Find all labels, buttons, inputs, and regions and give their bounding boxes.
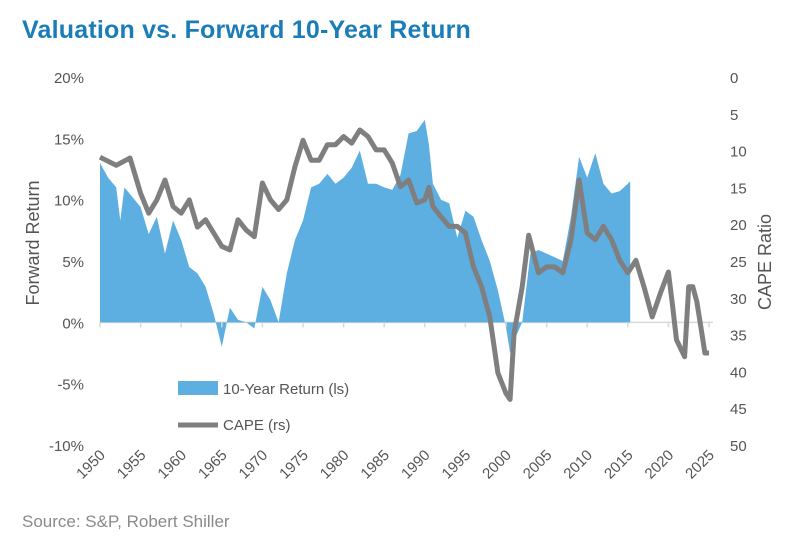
right-tick-label: 10: [730, 144, 747, 161]
right-tick-label: 30: [730, 291, 747, 308]
right-tick-label: 0: [730, 70, 738, 87]
legend-swatch-return: [178, 381, 218, 395]
left-tick-label: 0%: [62, 315, 84, 332]
x-tick-label: 1990: [398, 447, 434, 483]
x-tick-label: 1975: [276, 447, 312, 483]
cape-line: [98, 127, 709, 402]
right-tick-label: 50: [730, 438, 747, 455]
right-tick-label: 35: [730, 328, 747, 345]
x-tick-label: 2025: [682, 447, 718, 483]
left-tick-label: -5%: [57, 377, 84, 394]
x-tick-label: 2015: [601, 447, 637, 483]
left-tick-label: 10%: [54, 193, 84, 210]
right-tick-label: 20: [730, 217, 747, 234]
right-tick-label: 45: [730, 401, 747, 418]
right-axis-label: CAPE Ratio: [755, 214, 775, 310]
chart-title: Valuation vs. Forward 10-Year Return: [22, 16, 472, 44]
x-tick-label: 1970: [236, 447, 272, 483]
x-tick-label: 1985: [357, 447, 393, 483]
left-axis-label: Forward Return: [23, 180, 43, 305]
left-tick-label: 15%: [54, 131, 84, 148]
right-tick-label: 40: [730, 364, 747, 381]
right-tick-label: 25: [730, 254, 747, 271]
left-tick-label: 20%: [54, 70, 84, 87]
x-tick-label: 2000: [479, 447, 515, 483]
legend-label-return: 10-Year Return (ls): [223, 381, 349, 398]
x-tick-label: 1960: [154, 447, 190, 483]
right-tick-label: 5: [730, 107, 738, 124]
legend-label-cape: CAPE (rs): [223, 417, 291, 434]
x-tick-label: 1965: [195, 447, 231, 483]
x-tick-label: 2005: [520, 447, 556, 483]
return-area: [100, 119, 631, 354]
x-tick-label: 2020: [642, 447, 678, 483]
x-tick-label: 1980: [317, 447, 353, 483]
right-tick-label: 15: [730, 180, 747, 197]
left-tick-label: 5%: [62, 254, 84, 271]
source-note: Source: S&P, Robert Shiller: [22, 512, 230, 531]
x-tick-label: 1995: [439, 447, 475, 483]
x-tick-label: 1955: [114, 447, 150, 483]
left-tick-label: -10%: [49, 438, 84, 455]
x-tick-label: 2010: [560, 447, 596, 483]
